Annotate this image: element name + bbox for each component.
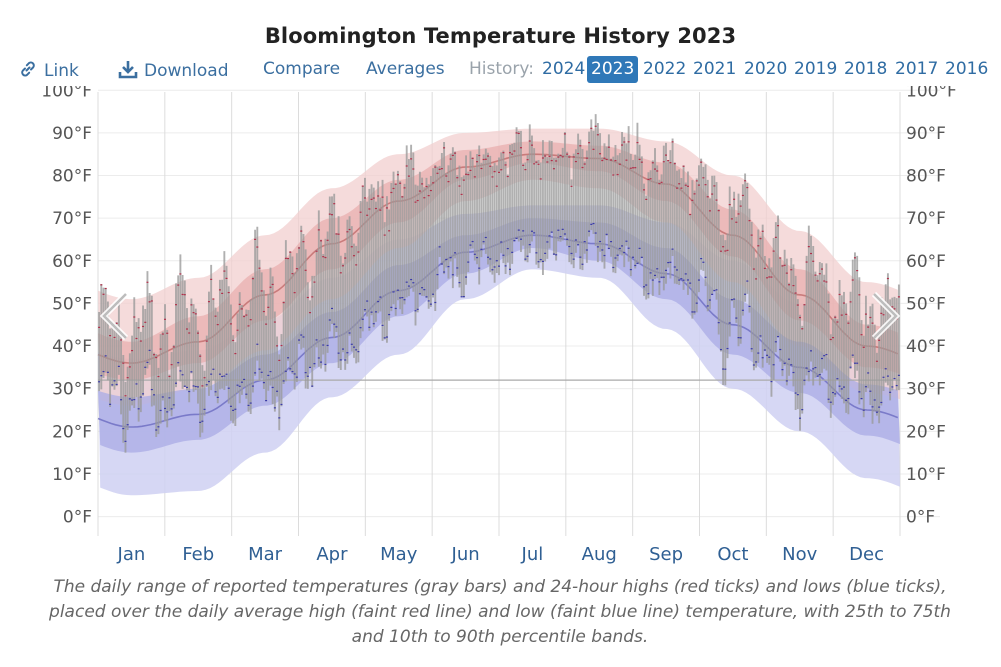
year-2016[interactable]: 2016 bbox=[945, 59, 989, 79]
toolbar: Link Download Compare Averages History: … bbox=[0, 56, 1001, 84]
y-tick-label-left: 70°F bbox=[52, 209, 92, 229]
y-tick-label-left: 40°F bbox=[52, 337, 92, 357]
year-2023-selected[interactable]: 2023 bbox=[587, 56, 639, 83]
year-2020[interactable]: 2020 bbox=[744, 59, 788, 79]
download-label: Download bbox=[144, 61, 229, 81]
chart-caption: The daily range of reported temperatures… bbox=[49, 577, 951, 647]
y-tick-label-left: 10°F bbox=[52, 465, 92, 485]
year-2018[interactable]: 2018 bbox=[844, 59, 888, 79]
y-tick-label-left: 30°F bbox=[52, 380, 92, 400]
history-label: History: bbox=[469, 59, 534, 79]
y-tick-label-right: 40°F bbox=[906, 337, 946, 357]
y-tick-label-right: 60°F bbox=[906, 252, 946, 272]
y-tick-label-left: 80°F bbox=[52, 167, 92, 187]
month-label: Mar bbox=[248, 544, 283, 565]
month-label: Apr bbox=[316, 544, 348, 565]
month-label: Aug bbox=[582, 544, 617, 565]
y-tick-label-left: 90°F bbox=[52, 124, 92, 144]
year-2019[interactable]: 2019 bbox=[794, 59, 838, 79]
download-icon bbox=[118, 61, 138, 79]
y-tick-label-right: 0°F bbox=[906, 508, 935, 528]
y-tick-label-right: 20°F bbox=[906, 422, 946, 442]
y-tick-label-right: 50°F bbox=[906, 294, 946, 314]
y-tick-label-right: 100°F bbox=[906, 86, 957, 101]
download-button[interactable]: Download bbox=[118, 59, 229, 81]
month-label: Feb bbox=[182, 544, 214, 565]
year-2024[interactable]: 2024 bbox=[542, 59, 586, 79]
month-label: Nov bbox=[782, 544, 817, 565]
y-tick-label-right: 90°F bbox=[906, 124, 946, 144]
y-tick-label-right: 70°F bbox=[906, 209, 946, 229]
compare-button[interactable]: Compare bbox=[263, 59, 341, 79]
month-label: Oct bbox=[717, 544, 748, 565]
year-2022[interactable]: 2022 bbox=[643, 59, 687, 79]
month-label: Jul bbox=[521, 544, 544, 565]
month-label: May bbox=[380, 544, 418, 565]
link-button[interactable]: Link bbox=[18, 59, 79, 81]
link-label: Link bbox=[44, 61, 79, 81]
y-tick-label-left: 60°F bbox=[52, 252, 92, 272]
next-year-arrow[interactable] bbox=[873, 293, 898, 339]
chart-title: Bloomington Temperature History 2023 bbox=[264, 24, 737, 48]
y-tick-label-left: 0°F bbox=[63, 508, 92, 528]
year-2021[interactable]: 2021 bbox=[693, 59, 737, 79]
y-tick-label-left: 100°F bbox=[41, 86, 92, 101]
y-tick-label-right: 10°F bbox=[906, 465, 946, 485]
year-2017[interactable]: 2017 bbox=[895, 59, 939, 79]
month-label: Jan bbox=[117, 544, 146, 565]
averages-button[interactable]: Averages bbox=[366, 59, 445, 79]
previous-year-arrow[interactable] bbox=[102, 293, 127, 339]
y-tick-label-right: 80°F bbox=[906, 167, 946, 187]
y-tick-label-right: 30°F bbox=[906, 380, 946, 400]
month-label: Sep bbox=[649, 544, 683, 565]
y-tick-label-left: 20°F bbox=[52, 422, 92, 442]
month-label: Jun bbox=[451, 544, 480, 565]
temperature-chart: 0°F 0°F 10°F 10°F 20°F 20°F 30°F 30°F 40°F 40°F 50… bbox=[41, 86, 957, 565]
link-icon bbox=[21, 61, 35, 77]
month-label: Dec bbox=[849, 544, 884, 565]
y-tick-label-left: 50°F bbox=[52, 294, 92, 314]
